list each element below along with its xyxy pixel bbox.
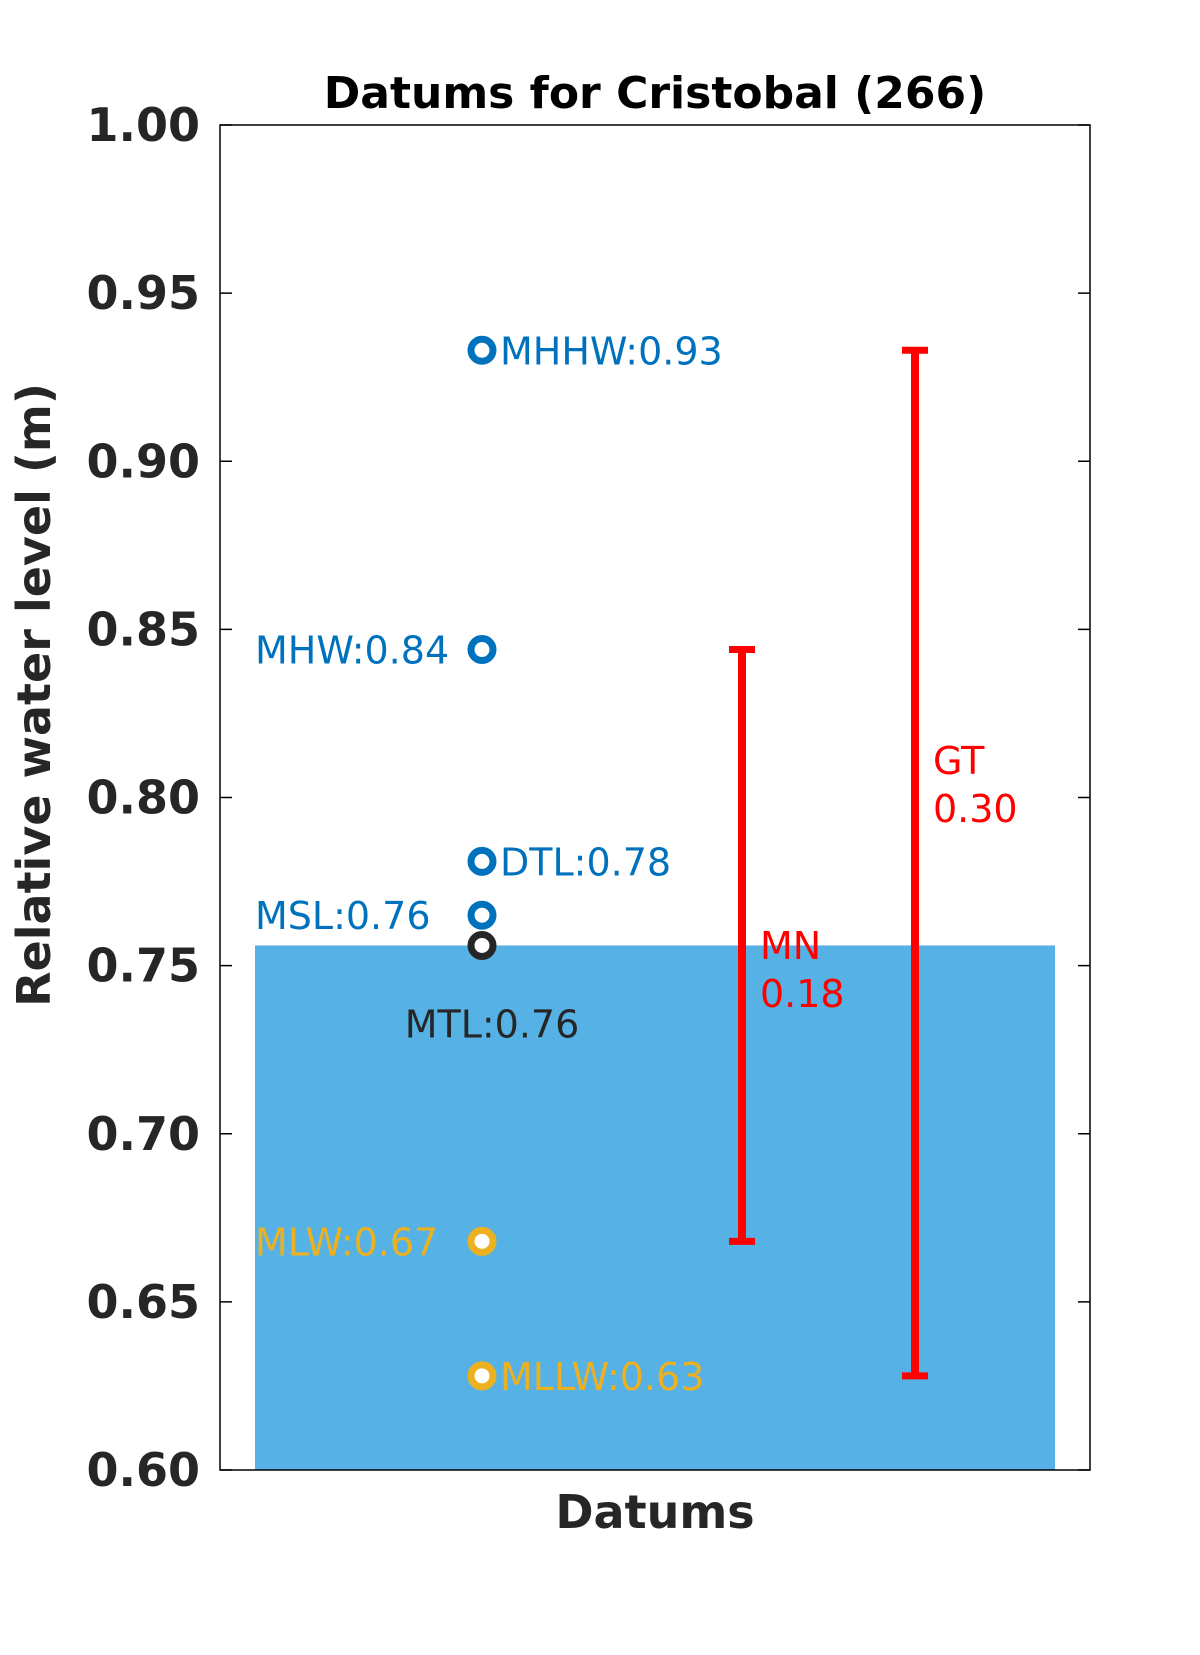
datum-point-mllw <box>467 1361 497 1391</box>
y-tick-label: 0.80 <box>87 771 201 825</box>
y-tick-label: 0.70 <box>87 1107 201 1161</box>
datum-point-mhw <box>467 635 497 665</box>
datum-label-dtl: DTL:0.78 <box>500 840 671 884</box>
datum-label-mllw: MLLW:0.63 <box>500 1355 704 1399</box>
datum-point-msl <box>467 900 497 930</box>
datum-label-mtl: MTL:0.76 <box>405 1002 580 1046</box>
y-tick-label: 1.00 <box>87 98 201 152</box>
datum-label-msl: MSL:0.76 <box>255 894 431 938</box>
y-tick-label: 0.65 <box>87 1275 201 1329</box>
y-axis-label: Relative water level (m) <box>7 383 61 1007</box>
water-level-fill <box>255 945 1055 1470</box>
y-tick-label: 0.85 <box>87 602 201 656</box>
range-label-gt-name: GT <box>933 739 985 783</box>
datum-point-mlw <box>467 1226 497 1256</box>
datum-label-mhhw: MHHW:0.93 <box>500 329 723 373</box>
datum-point-mtl <box>467 930 497 960</box>
range-label-gt-value: 0.30 <box>933 787 1018 831</box>
datum-point-mhhw <box>467 335 497 365</box>
range-label-mn-name: MN <box>760 924 821 968</box>
y-tick-label: 0.95 <box>87 266 201 320</box>
datum-point-dtl <box>467 846 497 876</box>
y-tick-label: 0.60 <box>87 1443 201 1497</box>
x-axis-label: Datums <box>555 1485 754 1539</box>
chart-title: Datums for Cristobal (266) <box>324 68 987 119</box>
datum-label-mlw: MLW:0.67 <box>255 1220 438 1264</box>
range-label-mn-value: 0.18 <box>760 972 845 1016</box>
y-tick-label: 0.90 <box>87 434 201 488</box>
datum-label-mhw: MHW:0.84 <box>255 629 449 673</box>
y-tick-label: 0.75 <box>87 939 201 993</box>
